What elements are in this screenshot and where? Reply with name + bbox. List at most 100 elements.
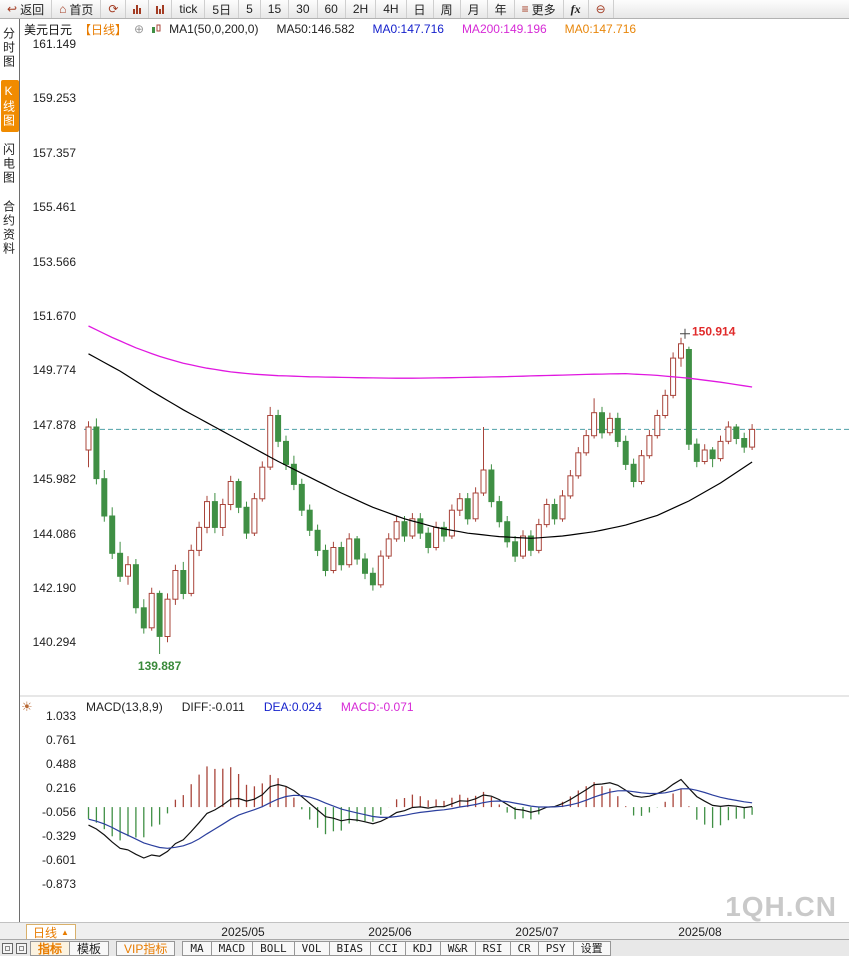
settings-tab[interactable]: 设置	[572, 940, 611, 956]
candle[interactable]	[709, 447, 716, 468]
candle[interactable]	[196, 521, 203, 557]
candle[interactable]	[472, 487, 479, 522]
candle[interactable]	[725, 421, 732, 445]
indicator-settings-icon[interactable]: ☀	[21, 699, 33, 714]
candle[interactable]	[227, 475, 234, 511]
candle[interactable]	[140, 599, 147, 634]
candle[interactable]	[259, 461, 266, 502]
period-year-button[interactable]: 年	[488, 0, 515, 18]
sidebar-item-kline-chart[interactable]: K线图	[0, 80, 19, 132]
candle[interactable]	[646, 429, 653, 459]
period-15min-button[interactable]: 15	[261, 0, 290, 18]
candle[interactable]	[520, 530, 526, 559]
candle[interactable]	[685, 346, 692, 450]
ma-tab[interactable]: MA	[182, 940, 212, 956]
candle[interactable]	[614, 412, 621, 448]
candle[interactable]	[377, 550, 384, 588]
candle[interactable]	[441, 521, 447, 542]
candle[interactable]	[678, 337, 684, 367]
candle[interactable]	[188, 544, 195, 597]
candle[interactable]	[567, 470, 574, 499]
candle[interactable]	[125, 556, 131, 585]
candle[interactable]	[322, 544, 329, 577]
candle[interactable]	[204, 495, 210, 534]
candle[interactable]	[290, 455, 297, 491]
template-tab[interactable]: 模板	[69, 940, 110, 956]
candle[interactable]	[298, 478, 305, 516]
home-button[interactable]: ⌂ 首页	[52, 0, 102, 18]
candle[interactable]	[401, 516, 408, 542]
candle[interactable]	[599, 406, 605, 439]
vol-tab[interactable]: VOL	[293, 940, 330, 956]
candle[interactable]	[749, 424, 756, 450]
period-2h-button[interactable]: 2H	[346, 0, 377, 18]
candle[interactable]	[575, 447, 582, 479]
bias-tab[interactable]: BIAS	[328, 940, 371, 956]
expand-icon[interactable]: ⊕	[134, 22, 145, 36]
candle[interactable]	[480, 427, 487, 496]
candle[interactable]	[741, 432, 748, 453]
candle[interactable]	[132, 559, 139, 614]
candle[interactable]	[235, 478, 242, 514]
rsi-tab[interactable]: RSI	[474, 940, 511, 956]
candle[interactable]	[275, 409, 282, 448]
candle[interactable]	[630, 458, 637, 488]
candle[interactable]	[662, 389, 669, 419]
chart-style-1-button[interactable]	[126, 0, 150, 18]
candle[interactable]	[243, 501, 250, 539]
candle[interactable]	[346, 533, 353, 568]
candle[interactable]	[409, 513, 416, 539]
candle[interactable]	[535, 518, 542, 554]
back-button[interactable]: ↩ 返回	[0, 0, 53, 18]
candle[interactable]	[148, 587, 155, 631]
candle[interactable]	[417, 513, 424, 539]
candle[interactable]	[109, 507, 116, 559]
candle[interactable]	[283, 435, 289, 470]
candle[interactable]	[606, 412, 613, 436]
boll-tab[interactable]: BOLL	[252, 940, 295, 956]
candle[interactable]	[211, 493, 218, 534]
candle[interactable]	[496, 495, 503, 528]
period-4h-button[interactable]: 4H	[376, 0, 407, 18]
candle[interactable]	[338, 541, 345, 571]
cci-tab[interactable]: CCI	[370, 940, 406, 956]
period-day-button[interactable]: 日	[407, 0, 434, 18]
candle[interactable]	[504, 516, 511, 548]
candle[interactable]	[551, 498, 558, 525]
candle[interactable]	[464, 493, 471, 525]
candle[interactable]	[330, 541, 337, 574]
candle[interactable]	[488, 464, 495, 508]
candle[interactable]	[425, 527, 432, 554]
period-5min-button[interactable]: 5	[239, 0, 261, 18]
period-5day-button[interactable]: 5日	[205, 0, 240, 18]
period-week-button[interactable]: 周	[434, 0, 461, 18]
grid-icon[interactable]	[16, 942, 27, 954]
candle[interactable]	[512, 536, 519, 562]
refresh-button[interactable]: ⟳	[101, 0, 127, 18]
kdj-tab[interactable]: KDJ	[404, 940, 441, 956]
more-button[interactable]: ≡ 更多	[515, 0, 564, 18]
indicator-tab[interactable]: 指标	[30, 940, 71, 956]
period-tick-button[interactable]: tick	[172, 0, 206, 18]
candle[interactable]	[591, 398, 598, 439]
candle[interactable]	[362, 553, 368, 580]
wr-tab[interactable]: W&R	[439, 940, 476, 956]
candle[interactable]	[219, 498, 226, 536]
cr-tab[interactable]: CR	[509, 940, 539, 956]
candle[interactable]	[385, 533, 392, 559]
candle[interactable]	[251, 493, 258, 536]
candle[interactable]	[85, 421, 92, 468]
candle[interactable]	[638, 450, 645, 485]
candle[interactable]	[164, 593, 171, 643]
candle[interactable]	[101, 470, 108, 522]
macd-tab[interactable]: MACD	[210, 940, 254, 956]
candle[interactable]	[543, 498, 550, 528]
vip-indicator-tab[interactable]: VIP指标	[116, 940, 176, 956]
sidebar-item-contract-info[interactable]: 合约资料	[1, 200, 16, 256]
candle[interactable]	[693, 438, 700, 468]
candle[interactable]	[717, 435, 724, 462]
candle[interactable]	[456, 493, 463, 516]
candle[interactable]	[393, 516, 400, 542]
candle[interactable]	[267, 406, 274, 470]
